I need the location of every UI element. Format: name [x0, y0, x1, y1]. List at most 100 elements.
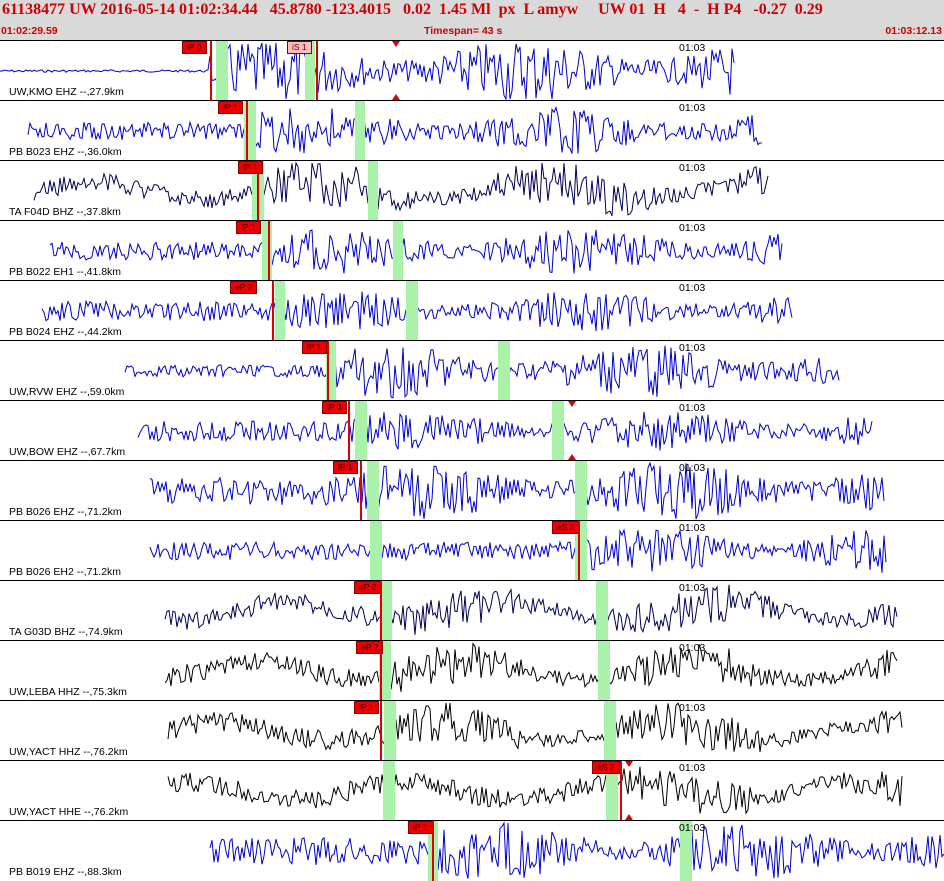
arrival-window-band	[275, 281, 285, 341]
arrival-window-band	[596, 581, 608, 641]
time-mark: 01:03	[679, 822, 706, 834]
pick-marker-line[interactable]	[380, 581, 382, 641]
time-mark: 01:03	[679, 342, 706, 354]
time-mark: 01:03	[679, 582, 706, 594]
arrival-window-band	[598, 641, 610, 701]
trace-row[interactable]: 01:03 UW,LEBA HHZ --,75.3km eP 2	[0, 640, 944, 701]
pick-marker-line[interactable]	[380, 641, 382, 701]
arrival-window-band	[606, 761, 618, 821]
station-label: UW,YACT HHZ --,76.2km	[9, 746, 128, 758]
phase-pick-flag[interactable]: iP 1	[302, 341, 327, 354]
seismogram-waveform	[209, 821, 944, 879]
pick-marker-line[interactable]	[257, 161, 259, 221]
arrival-window-band	[326, 341, 336, 401]
trace-row[interactable]: 01:03 PB B019 EHZ --,88.3km iP 1	[0, 820, 944, 881]
seismogram-waveform	[33, 161, 769, 217]
seismogram-waveform	[149, 461, 885, 520]
trace-row[interactable]: 01:03 PB B022 EH1 --,41.8km iP 1	[0, 220, 944, 281]
phase-pick-flag[interactable]: iP 1	[236, 221, 261, 234]
pick-marker-line[interactable]	[210, 41, 212, 101]
trace-row[interactable]: 01:03 TA G03D BHZ --,74.9km eP 2	[0, 580, 944, 641]
seismogram-waveform	[0, 42, 735, 101]
pick-marker-line[interactable]	[268, 221, 270, 281]
phase-pick-flag[interactable]: eS 2	[592, 761, 620, 774]
pick-marker-line[interactable]	[620, 761, 622, 821]
end-time: 01:03:12.13	[885, 25, 942, 37]
pick-marker-line[interactable]	[348, 401, 350, 461]
time-mark: 01:03	[679, 402, 706, 414]
seismogram-waveform	[124, 345, 840, 399]
seismogram-waveform	[167, 702, 903, 753]
amplitude-marker-icon	[625, 761, 633, 767]
pick-marker-line[interactable]	[360, 461, 362, 521]
station-label: TA F04D BHZ --,37.8km	[9, 206, 121, 218]
pick-marker-line[interactable]	[432, 821, 434, 881]
arrival-window-band	[393, 221, 403, 281]
phase-pick-flag[interactable]: eP 2	[356, 641, 384, 654]
phase-pick-flag[interactable]: iP 1	[333, 461, 358, 474]
phase-pick-flag[interactable]: eP 2	[354, 581, 382, 594]
station-label: UW,KMO EHZ --,27.9km	[9, 86, 124, 98]
station-label: UW,LEBA HHZ --,75.3km	[9, 686, 127, 698]
phase-pick-flag[interactable]: eS 2	[552, 521, 580, 534]
trace-row[interactable]: 01:03 TA F04D BHZ --,37.8km iP 1	[0, 160, 944, 221]
trace-panel[interactable]: 01:03 UW,KMO EHZ --,27.9km iP 0 iS 1 01:…	[0, 40, 944, 881]
arrival-window-band	[262, 221, 272, 281]
time-mark: 01:03	[679, 642, 706, 654]
phase-pick-flag[interactable]: iS 1	[287, 41, 312, 54]
station-label: UW,BOW EHZ --,67.7km	[9, 446, 126, 458]
arrival-window-band	[370, 521, 382, 581]
arrival-window-band	[575, 461, 587, 521]
arrival-window-band	[379, 641, 391, 701]
trace-row[interactable]: 01:03 PB B024 EHZ --,44.2km eP 2	[0, 280, 944, 341]
station-label: TA G03D BHZ --,74.9km	[9, 626, 123, 638]
station-label: PB B024 EHZ --,44.2km	[9, 326, 122, 338]
phase-pick-flag[interactable]: eP 2	[230, 281, 258, 294]
arrival-window-band	[604, 701, 616, 761]
pick-marker-line[interactable]	[316, 41, 318, 101]
amplitude-marker-icon	[625, 814, 633, 820]
arrival-window-band	[367, 461, 379, 521]
trace-row[interactable]: 01:03 UW,KMO EHZ --,27.9km iP 0 iS 1	[0, 40, 944, 101]
arrival-window-band	[355, 101, 365, 161]
seismogram-waveform	[164, 642, 898, 692]
phase-pick-flag[interactable]: iP 1	[408, 821, 433, 834]
pick-marker-line[interactable]	[246, 101, 248, 161]
phase-pick-flag[interactable]: iP 0	[182, 41, 207, 54]
trace-row[interactable]: 01:03 UW,BOW EHZ --,67.7km iP 0	[0, 400, 944, 461]
arrival-window-band	[305, 41, 315, 101]
time-mark: 01:03	[679, 702, 706, 714]
amplitude-marker-icon	[568, 401, 576, 407]
station-label: PB B023 EHZ --,36.0km	[9, 146, 122, 158]
time-mark: 01:03	[679, 522, 706, 534]
trace-row[interactable]: 01:03 PB B023 EHZ --,36.0km iP 1	[0, 100, 944, 161]
trace-row[interactable]: 01:03 PB B026 EH2 --,71.2km eS 2	[0, 520, 944, 581]
pick-marker-line[interactable]	[380, 701, 382, 761]
time-mark: 01:03	[679, 222, 706, 234]
phase-pick-flag[interactable]: iP 1	[238, 161, 263, 174]
phase-pick-flag[interactable]: iP 0	[322, 401, 347, 414]
arrival-window-band	[383, 761, 395, 821]
seismogram-waveform	[49, 229, 783, 274]
seismogram-waveform	[137, 411, 873, 451]
time-mark: 01:03	[679, 102, 706, 114]
station-label: PB B026 EH2 --,71.2km	[9, 566, 122, 578]
trace-row[interactable]: 01:03 UW,RVW EHZ --,59.0km iP 1	[0, 340, 944, 401]
trace-row[interactable]: 01:03 UW,YACT HHZ --,76.2km iP 1	[0, 700, 944, 761]
event-summary: 61138477 UW 2016-05-14 01:02:34.44 45.87…	[2, 1, 823, 18]
phase-pick-flag[interactable]: iP 1	[218, 101, 243, 114]
trace-row[interactable]: 01:03 PB B026 EHZ --,71.2km iP 1	[0, 460, 944, 521]
trace-row[interactable]: 01:03 UW,YACT HHE --,76.2km eS 2	[0, 760, 944, 821]
time-mark: 01:03	[679, 42, 706, 54]
arrival-window-band	[406, 281, 418, 341]
amplitude-marker-icon	[568, 454, 576, 460]
phase-pick-flag[interactable]: iP 1	[354, 701, 379, 714]
station-label: UW,YACT HHE --,76.2km	[9, 806, 129, 818]
time-mark: 01:03	[679, 282, 706, 294]
pick-marker-line[interactable]	[272, 281, 274, 341]
timespan-label: Timespan= 43 s	[424, 25, 503, 37]
arrival-window-band	[498, 341, 510, 401]
seismogram-waveform	[164, 584, 898, 635]
pick-marker-line[interactable]	[578, 521, 580, 581]
pick-marker-line[interactable]	[327, 341, 329, 401]
